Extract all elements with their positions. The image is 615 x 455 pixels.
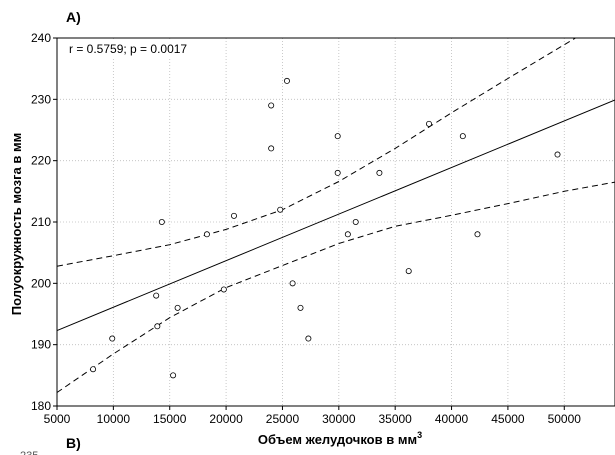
x-tick-label: 20000 (209, 412, 243, 426)
regression-line (56, 99, 615, 332)
annotation-box (64, 41, 212, 57)
data-point (297, 304, 304, 311)
data-point (334, 169, 341, 176)
data-points (90, 77, 561, 379)
data-point (305, 335, 312, 342)
data-point (425, 120, 432, 127)
data-point (158, 218, 165, 225)
data-point (268, 145, 275, 152)
data-point (554, 151, 561, 158)
y-tick-label: 180 (31, 399, 51, 413)
y-tick-label: 200 (31, 276, 51, 290)
x-axis-ticks: 5000 10000 15000 20000 25000 30000 35000 40000 4… (44, 406, 582, 426)
y-tick-label: 210 (31, 215, 51, 229)
grid (57, 38, 615, 406)
y-tick-label: 220 (31, 154, 51, 168)
data-point (153, 292, 160, 299)
data-point (154, 323, 161, 330)
y-axis-ticks: 180 190 200 210 220 230 240 (31, 31, 57, 413)
data-point (203, 231, 210, 238)
data-point (352, 218, 359, 225)
panel-a-label: A) (66, 9, 81, 25)
x-axis-title-text: Объем желудочков в мм (258, 432, 417, 447)
x-tick-label: 10000 (97, 412, 131, 426)
data-point (474, 231, 481, 238)
y-axis-title: Полуокружность мозга в мм (9, 133, 24, 315)
x-tick-label: 35000 (378, 412, 412, 426)
x-axis-title-superscript: 3 (417, 430, 422, 440)
data-point (230, 212, 237, 219)
y-tick-label: 230 (31, 92, 51, 106)
data-point (109, 335, 116, 342)
x-tick-label: 15000 (153, 412, 187, 426)
upper-confidence-band (56, 37, 576, 267)
data-point (174, 304, 181, 311)
x-tick-label: 5000 (44, 412, 71, 426)
data-point (268, 102, 275, 109)
data-point (277, 206, 284, 213)
y-tick-label: 240 (31, 31, 51, 45)
x-tick-label: 30000 (322, 412, 356, 426)
data-point (283, 77, 290, 84)
data-point (334, 133, 341, 140)
data-point (220, 286, 227, 293)
x-tick-label: 45000 (491, 412, 525, 426)
x-tick-label: 50000 (548, 412, 582, 426)
x-axis-title: Объем желудочков в мм3 (258, 430, 422, 447)
lower-confidence-band (56, 181, 615, 393)
data-point (405, 268, 412, 275)
y-tick-label: 190 (31, 338, 51, 352)
x-tick-label: 40000 (435, 412, 469, 426)
data-point (170, 372, 177, 379)
data-point (459, 133, 466, 140)
next-panel-cut-tick: 235 (20, 450, 38, 455)
correlation-annotation: r = 0.5759; p = 0.0017 (69, 42, 187, 56)
panel-b-label: B) (66, 435, 81, 451)
x-tick-label: 25000 (266, 412, 300, 426)
data-point (90, 366, 97, 373)
data-point (376, 169, 383, 176)
data-point (289, 280, 296, 287)
data-point (344, 231, 351, 238)
